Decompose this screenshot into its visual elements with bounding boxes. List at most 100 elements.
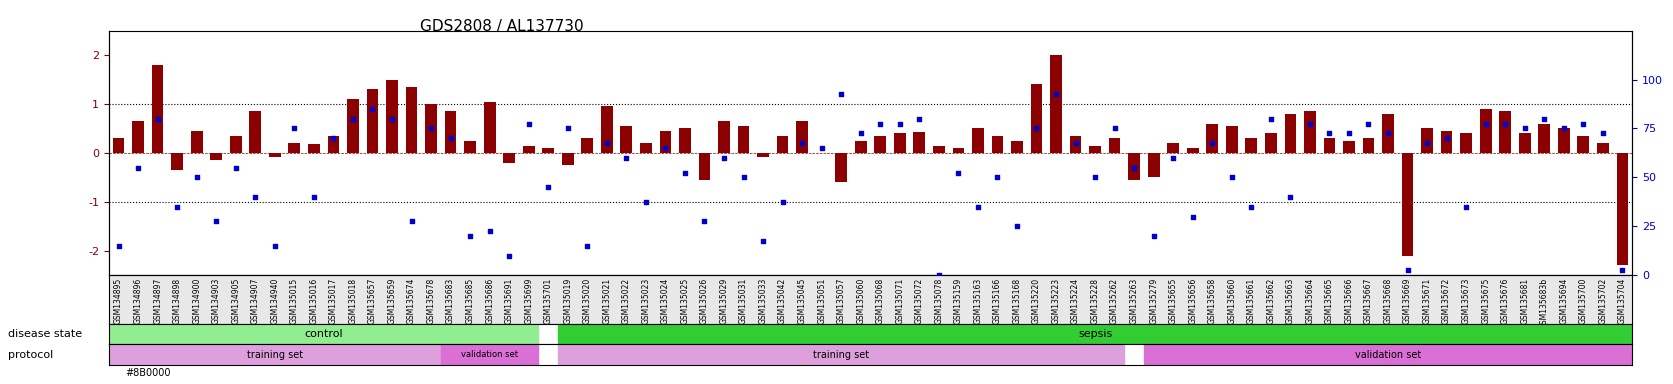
Bar xyxy=(972,129,984,153)
Point xyxy=(1295,121,1322,127)
Point xyxy=(202,218,229,225)
Text: GSM135699: GSM135699 xyxy=(524,278,534,324)
Point xyxy=(1178,214,1205,220)
Point xyxy=(358,106,385,112)
Text: GSM135658: GSM135658 xyxy=(1206,278,1216,324)
Bar xyxy=(1245,138,1256,153)
Bar xyxy=(835,153,847,182)
Bar xyxy=(893,133,905,153)
Bar xyxy=(1342,141,1353,153)
Point xyxy=(1374,130,1400,136)
Text: GSM134895: GSM134895 xyxy=(114,278,124,324)
Bar xyxy=(855,141,867,153)
Point xyxy=(534,184,560,190)
Bar xyxy=(328,136,340,153)
Bar xyxy=(504,153,515,163)
Text: GSM135683b: GSM135683b xyxy=(1539,278,1548,329)
Text: GSM135072: GSM135072 xyxy=(913,278,923,324)
Text: GDS2808 / AL137730: GDS2808 / AL137730 xyxy=(420,19,584,34)
Text: GSM135163: GSM135163 xyxy=(972,278,982,324)
Bar xyxy=(1283,114,1295,153)
Text: GSM134940: GSM134940 xyxy=(269,278,279,324)
Text: GSM134897: GSM134897 xyxy=(152,278,162,324)
Bar xyxy=(109,344,440,365)
Text: GSM135263: GSM135263 xyxy=(1129,278,1138,324)
Point xyxy=(241,194,268,200)
Bar xyxy=(1225,126,1236,153)
Text: #8B0000: #8B0000 xyxy=(125,368,171,378)
Point xyxy=(1569,121,1596,127)
Text: GSM135033: GSM135033 xyxy=(758,278,768,324)
Text: GSM135675: GSM135675 xyxy=(1481,278,1489,324)
Point xyxy=(1472,121,1499,127)
Text: GSM134905: GSM134905 xyxy=(231,278,241,324)
Point xyxy=(1081,174,1108,180)
Bar xyxy=(601,106,612,153)
Text: sepsis: sepsis xyxy=(1077,329,1111,339)
Bar xyxy=(562,153,574,165)
Text: GSM135018: GSM135018 xyxy=(348,278,358,324)
Text: GSM135671: GSM135671 xyxy=(1422,278,1430,324)
Text: GSM135223: GSM135223 xyxy=(1051,278,1061,324)
Point xyxy=(826,91,853,98)
Text: GSM135068: GSM135068 xyxy=(875,278,885,324)
Point xyxy=(750,238,776,244)
Text: GSM135025: GSM135025 xyxy=(679,278,689,324)
Point xyxy=(1061,140,1087,146)
Bar xyxy=(1459,133,1471,153)
Bar xyxy=(621,126,632,153)
Bar xyxy=(1576,136,1588,153)
Point xyxy=(944,169,970,175)
Text: GSM134900: GSM134900 xyxy=(192,278,201,324)
Text: GSM135022: GSM135022 xyxy=(621,278,631,324)
Point xyxy=(847,130,873,136)
Bar xyxy=(718,121,729,153)
Bar xyxy=(1479,109,1491,153)
Text: GSM135657: GSM135657 xyxy=(368,278,376,324)
Bar xyxy=(1303,111,1315,153)
Bar xyxy=(425,104,437,153)
Point xyxy=(925,272,952,278)
Text: training set: training set xyxy=(813,349,868,359)
Text: GSM135674: GSM135674 xyxy=(407,278,417,324)
Bar xyxy=(1128,153,1139,180)
Text: GSM135015: GSM135015 xyxy=(289,278,299,324)
Text: GSM135042: GSM135042 xyxy=(778,278,786,324)
Text: GSM135664: GSM135664 xyxy=(1305,278,1313,324)
Text: GSM135701: GSM135701 xyxy=(544,278,552,324)
Point xyxy=(1432,135,1459,141)
Text: GSM135019: GSM135019 xyxy=(562,278,572,324)
Point xyxy=(984,174,1010,180)
Text: GSM135228: GSM135228 xyxy=(1089,278,1099,324)
Bar xyxy=(1400,153,1412,256)
Point xyxy=(182,174,211,180)
Bar xyxy=(932,146,944,153)
Point xyxy=(1529,116,1556,122)
Bar xyxy=(639,143,651,153)
Point xyxy=(1159,155,1186,161)
Bar xyxy=(288,143,299,153)
Bar xyxy=(249,111,261,153)
Point xyxy=(495,253,522,259)
Bar xyxy=(152,65,164,153)
Point xyxy=(125,164,151,170)
Text: GSM135060: GSM135060 xyxy=(855,278,865,324)
Point xyxy=(164,204,191,210)
Text: GSM135702: GSM135702 xyxy=(1598,278,1606,324)
Bar xyxy=(1031,84,1042,153)
Point xyxy=(223,164,249,170)
Bar xyxy=(1440,131,1452,153)
Point xyxy=(1412,140,1439,146)
Bar xyxy=(756,153,768,157)
Bar xyxy=(440,344,539,365)
Text: GSM135071: GSM135071 xyxy=(895,278,903,324)
Bar xyxy=(1206,124,1218,153)
Bar xyxy=(346,99,358,153)
Bar xyxy=(1616,153,1628,265)
Bar xyxy=(796,121,808,153)
Bar xyxy=(913,132,925,153)
Text: control: control xyxy=(304,329,343,339)
Text: validation set: validation set xyxy=(1353,349,1420,359)
Text: GSM135017: GSM135017 xyxy=(328,278,338,324)
Point xyxy=(729,174,756,180)
